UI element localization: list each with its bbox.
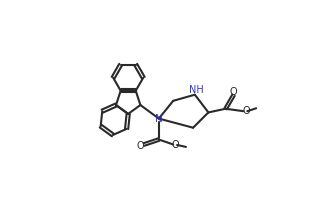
Text: O: O (230, 87, 238, 97)
Text: O: O (137, 141, 144, 151)
Text: N: N (155, 114, 163, 124)
Text: O: O (172, 140, 179, 150)
Text: NH: NH (189, 85, 204, 95)
Text: O: O (242, 106, 250, 116)
